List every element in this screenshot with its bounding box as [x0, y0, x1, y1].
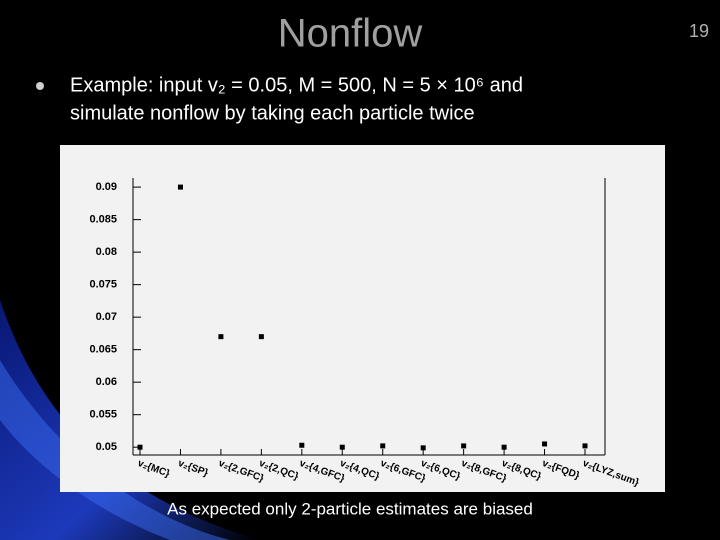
slide-title: Nonflow: [278, 12, 423, 56]
marker: [218, 334, 224, 340]
caption: As expected only 2-particle estimates ar…: [167, 499, 533, 518]
y-tick-label: 0.085: [89, 214, 117, 226]
y-tick-label: 0.08: [96, 246, 117, 258]
y-tick-label: 0.065: [89, 344, 117, 356]
swoosh-highlight: [0, 360, 230, 540]
marker: [582, 443, 588, 449]
marker: [299, 442, 305, 448]
y-tick-label: 0.09: [96, 181, 117, 193]
marker: [258, 334, 264, 340]
chart-panel: [60, 145, 665, 492]
marker: [380, 443, 386, 449]
y-tick-label: 0.05: [96, 441, 117, 453]
bullet-line: Example: input v₂ = 0.05, M = 500, N = 5…: [70, 74, 523, 96]
marker: [177, 184, 183, 190]
bullet-line: simulate nonflow by taking each particle…: [70, 102, 475, 124]
y-tick-label: 0.055: [89, 409, 117, 421]
marker: [501, 444, 507, 450]
marker: [542, 441, 548, 447]
marker: [137, 444, 143, 450]
marker: [420, 445, 426, 451]
y-tick-label: 0.07: [96, 311, 117, 323]
y-tick-label: 0.075: [89, 279, 117, 291]
marker: [339, 444, 345, 450]
y-tick-label: 0.06: [96, 376, 117, 388]
page-number: 19: [689, 21, 709, 41]
bullet-dot: [36, 82, 44, 90]
marker: [461, 443, 467, 449]
